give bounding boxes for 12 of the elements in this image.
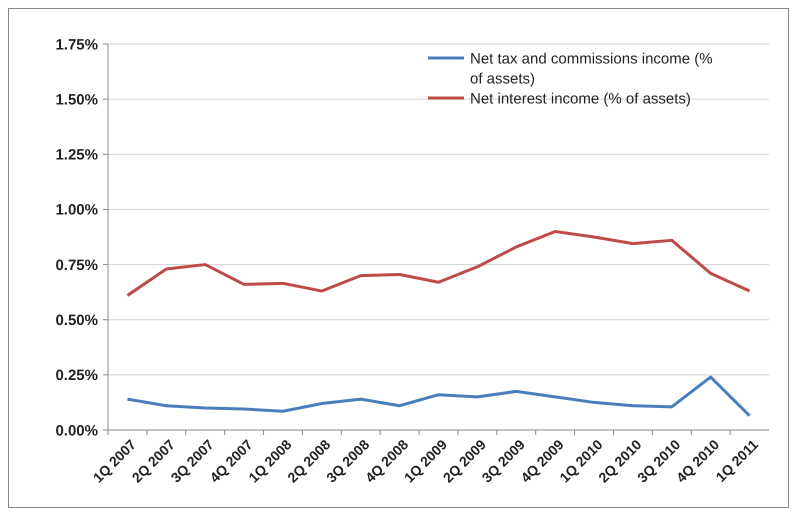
legend-label: Net interest income (% of assets) <box>470 90 691 108</box>
y-tick-label: 1.50% <box>55 91 98 108</box>
line-series <box>126 230 752 297</box>
y-tick-label: 1.00% <box>55 202 98 219</box>
y-tick-label: 0.00% <box>55 422 98 440</box>
y-tick-label: 1.25% <box>55 146 98 164</box>
line-series <box>126 376 752 418</box>
y-tick-label: 0.25% <box>55 367 98 384</box>
y-tick-label: 1.75% <box>55 36 98 54</box>
legend-label: Net tax and commissions income (% of assets) <box>470 50 713 88</box>
y-tick-label: 0.75% <box>55 256 98 274</box>
y-tick-label: 0.50% <box>55 312 98 329</box>
